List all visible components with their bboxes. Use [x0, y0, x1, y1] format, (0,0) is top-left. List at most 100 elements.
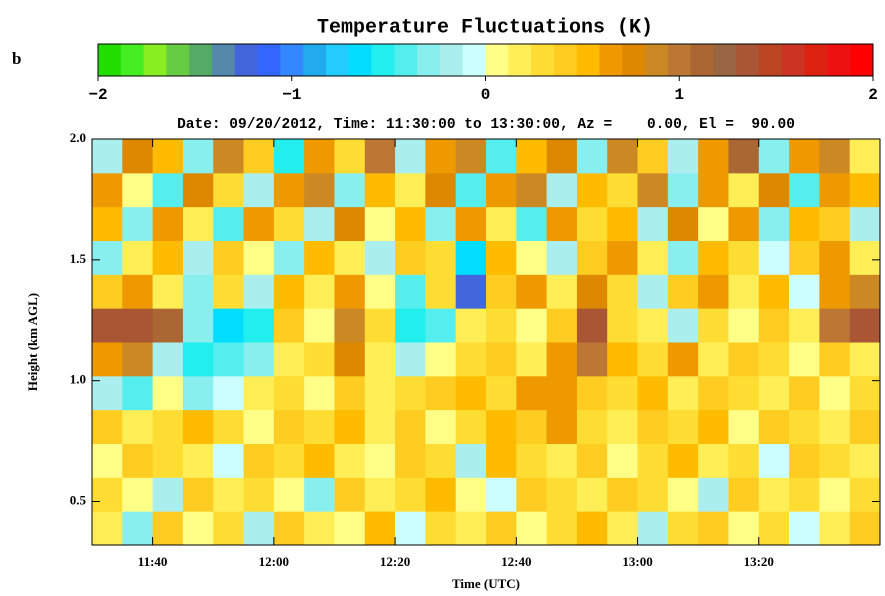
heatmap-cell: [576, 172, 608, 208]
heatmap-cell: [334, 511, 366, 546]
heatmap-cell: [213, 511, 245, 546]
heatmap-cell: [213, 206, 245, 241]
heatmap-cell: [667, 409, 699, 444]
heatmap-cell: [152, 511, 184, 546]
heatmap-cell: [364, 206, 396, 241]
heatmap-cell: [455, 206, 487, 241]
heatmap-cell: [304, 342, 335, 377]
y-tick-label: 2.0: [70, 130, 86, 145]
heatmap-cell: [698, 139, 729, 174]
heatmap-cell: [304, 308, 335, 343]
heatmap-cell: [122, 139, 154, 174]
y-tick-label: 1.5: [70, 251, 87, 266]
heatmap-cell: [425, 206, 457, 241]
heatmap-cell: [455, 409, 487, 444]
heatmap-cell: [667, 206, 699, 241]
colorbar-cell: [257, 44, 281, 76]
heatmap-cell: [334, 375, 366, 411]
heatmap-cell: [213, 477, 245, 512]
colorbar-tick-label: 1: [674, 86, 684, 104]
colorbar-cell: [234, 44, 259, 76]
heatmap-cell: [576, 342, 608, 377]
heatmap-cell: [395, 477, 426, 512]
heatmap-cell: [92, 342, 123, 377]
heatmap-cell: [789, 240, 820, 275]
heatmap-cell: [273, 342, 305, 377]
heatmap-cell: [455, 511, 487, 546]
heatmap-cell: [728, 477, 760, 512]
heatmap-cell: [273, 375, 305, 411]
heatmap-cell: [92, 409, 123, 444]
heatmap-cell: [546, 342, 578, 377]
heatmap-cell: [789, 477, 820, 512]
colorbar-cell: [143, 44, 167, 76]
heatmap-cell: [758, 139, 790, 174]
colorbar-cell: [120, 44, 145, 76]
colorbar-cell: [827, 44, 851, 76]
heatmap-cell: [182, 511, 214, 546]
colorbar-cell: [667, 44, 692, 76]
heatmap-cell: [637, 511, 669, 546]
heatmap-cell: [819, 375, 851, 411]
heatmap-cell: [425, 443, 457, 478]
heatmap-cell: [576, 274, 608, 309]
heatmap-cell: [395, 308, 426, 343]
heatmap-cell: [334, 172, 366, 208]
heatmap-cell: [213, 240, 245, 275]
heatmap-cell: [698, 240, 729, 275]
heatmap-cell: [758, 511, 790, 546]
heatmap-cell: [152, 477, 184, 512]
axes: 11:40 12:00 12:20 12:40 13:00 13:20 0.5 1.0 1.5 2…: [70, 130, 881, 569]
heatmap-cell: [486, 511, 517, 546]
heatmap-cell: [819, 511, 851, 546]
heatmap-cell: [213, 172, 245, 208]
heatmap-cell: [486, 139, 517, 174]
heatmap-cell: [728, 342, 760, 377]
heatmap-cell: [637, 274, 669, 309]
heatmap-cell: [273, 206, 305, 241]
heatmap-cell: [455, 240, 487, 275]
x-tick-label: 12:00: [259, 554, 289, 569]
colorbar-cell: [98, 44, 122, 76]
heatmap-cell: [546, 375, 578, 411]
heatmap-cell: [576, 511, 608, 546]
heatmap-cell: [546, 511, 578, 546]
heatmap-cell: [758, 274, 790, 309]
heatmap-cell: [122, 375, 154, 411]
heatmap-cell: [425, 375, 457, 411]
colorbar-cell: [599, 44, 623, 76]
heatmap-cell: [364, 477, 396, 512]
heatmap-cell: [122, 206, 154, 241]
heatmap-cell: [637, 342, 669, 377]
heatmap-cell: [607, 206, 639, 241]
heatmap-cell: [849, 409, 881, 444]
heatmap-cell: [425, 511, 457, 546]
heatmap-cell: [637, 375, 669, 411]
heatmap-cell: [728, 308, 760, 343]
heatmap-cell: [273, 443, 305, 478]
heatmap-cell: [637, 443, 669, 478]
heatmap-cell: [243, 342, 275, 377]
heatmap-cell: [182, 206, 214, 241]
heatmap-cell: [364, 308, 396, 343]
heatmap-cell: [516, 240, 548, 275]
heatmap-cell: [576, 206, 608, 241]
heatmap-cell: [92, 274, 123, 309]
heatmap-cell: [304, 206, 335, 241]
chart-title: Temperature Fluctuations (K): [317, 16, 653, 39]
heatmap-cell: [486, 206, 517, 241]
heatmap-cell: [243, 308, 275, 343]
heatmap-cell: [728, 139, 760, 174]
heatmap-cell: [122, 274, 154, 309]
heatmap-cell: [364, 274, 396, 309]
heatmap-cell: [273, 172, 305, 208]
heatmap-cell: [789, 443, 820, 478]
heatmap-cell: [213, 342, 245, 377]
heatmap-cell: [728, 274, 760, 309]
chart-subtitle: Date: 09/20/2012, Time: 11:30:00 to 13:3…: [177, 117, 795, 133]
heatmap-cell: [395, 139, 426, 174]
heatmap-cell: [213, 443, 245, 478]
heatmap-cell: [546, 172, 578, 208]
heatmap-cell: [455, 342, 487, 377]
heatmap-cell: [213, 375, 245, 411]
